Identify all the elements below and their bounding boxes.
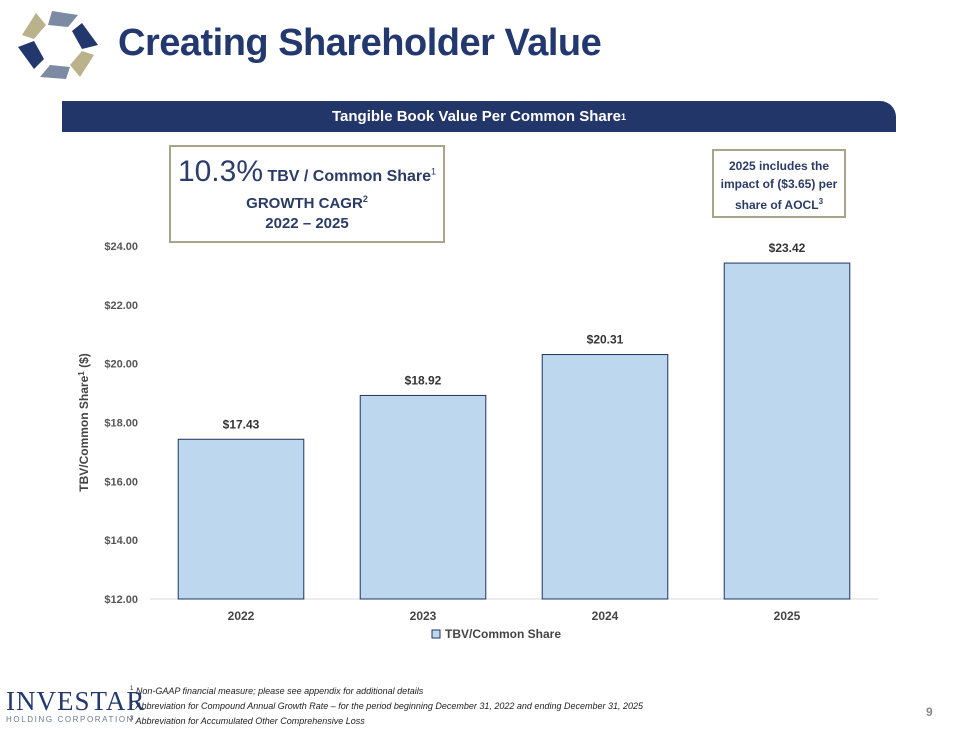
- cagr-growth-text: GROWTH CAGR: [246, 195, 363, 212]
- bar-2023: [359, 394, 487, 600]
- note-line-2: impact of ($3.65) per: [720, 177, 838, 191]
- footnote-1: 1 Non-GAAP financial measure; please see…: [130, 686, 424, 696]
- cagr-label-footnote-ref: 1: [431, 166, 437, 177]
- cagr-growth-footnote-ref: 2: [362, 194, 368, 204]
- cagr-percent: 10.3%: [177, 155, 264, 188]
- data-label-2023: $18.92: [405, 373, 442, 387]
- footnote-2: 2 Abbreviation for Compound Annual Growt…: [130, 701, 644, 711]
- bar-2024: [541, 354, 669, 600]
- x-tick-label-2023: 2023: [410, 609, 437, 623]
- x-tick-label-2022: 2022: [228, 609, 255, 623]
- note-line-3: share of AOCL: [734, 198, 819, 212]
- footer-company-name: INVESTAR: [6, 686, 146, 716]
- y-tick-label: $12.00: [104, 594, 138, 606]
- footnotes: 1 Non-GAAP financial measure; please see…: [130, 683, 643, 728]
- footnote-3: 3 Abbreviation for Accumulated Other Com…: [130, 716, 365, 726]
- page-title: Creating Shareholder Value: [118, 22, 602, 64]
- y-tick-label: $24.00: [104, 241, 138, 253]
- y-tick-label: $22.00: [104, 300, 138, 312]
- x-tick-label-2024: 2024: [592, 609, 619, 623]
- y-tick-label: $14.00: [104, 535, 138, 547]
- note-line-1: 2025 includes the: [728, 159, 830, 173]
- data-label-2024: $20.31: [587, 333, 624, 347]
- legend-label: TBV/Common Share: [445, 627, 561, 641]
- y-axis-title: TBV/Common Share1 ($): [77, 353, 92, 491]
- footer-company-logo: INVESTAR HOLDING CORPORATION: [6, 686, 146, 725]
- footer-company-sub: HOLDING CORPORATION: [6, 715, 135, 724]
- aocl-note-callout: 2025 includes the impact of ($3.65) per …: [712, 149, 846, 218]
- page-number: 9: [926, 705, 933, 719]
- section-banner: Tangible Book Value Per Common Share 1: [62, 101, 896, 132]
- banner-footnote-ref: 1: [620, 111, 626, 122]
- tbv-bar-chart: $12.00 $14.00 $16.00 $18.00 $20.00 $22.00 $24.…: [77, 241, 878, 641]
- note-footnote-ref: 3: [818, 197, 824, 206]
- x-tick-label-2025: 2025: [774, 609, 801, 623]
- y-tick-label: $16.00: [104, 476, 138, 488]
- cagr-period: 2022 – 2025: [265, 215, 349, 232]
- bar-2022: [177, 438, 305, 600]
- data-label-2022: $17.43: [223, 417, 260, 431]
- cagr-callout: 10.3% TBV / Common Share1 GROWTH CAGR2 2…: [169, 145, 445, 243]
- data-label-2025: $23.42: [769, 241, 806, 255]
- cagr-label: TBV / Common Share: [267, 168, 432, 185]
- banner-text: Tangible Book Value Per Common Share: [332, 108, 621, 125]
- legend-swatch: [431, 629, 441, 639]
- company-logo-emblem: [18, 11, 98, 79]
- y-tick-label: $20.00: [104, 359, 138, 371]
- bar-2025: [723, 262, 851, 600]
- y-tick-label: $18.00: [104, 418, 138, 430]
